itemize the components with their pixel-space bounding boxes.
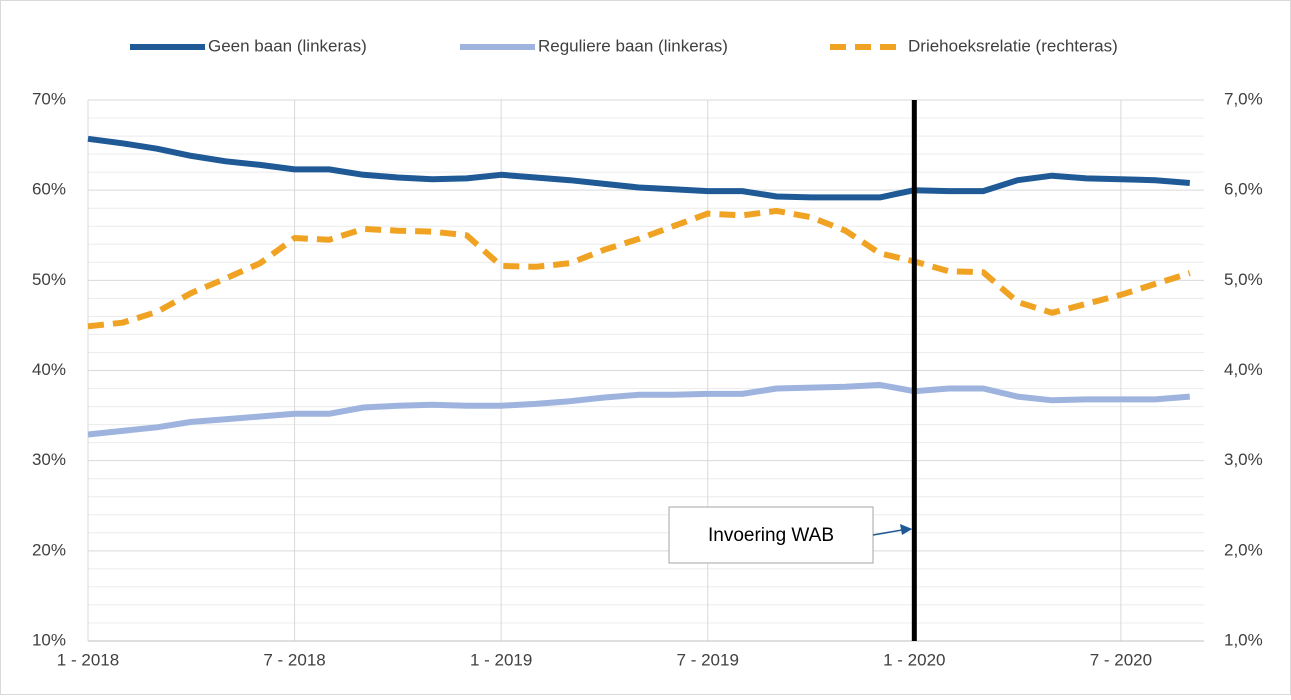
annotation-box (668, 506, 874, 564)
y2-tick-label: 4,0% (1224, 360, 1263, 379)
series-line (87, 381, 1191, 438)
y2-tick-label: 1,0% (1224, 630, 1263, 649)
y-tick-label: 30% (32, 450, 66, 469)
y2-tick-label: 6,0% (1224, 180, 1263, 199)
y2-tick-label: 5,0% (1224, 270, 1263, 289)
legend-label: Geen baan (linkeras) (208, 36, 367, 55)
legend-label: Driehoeksrelatie (rechteras) (908, 36, 1118, 55)
x-tick-label: 7 - 2020 (1090, 650, 1152, 669)
annotation-arrowhead (900, 524, 913, 535)
y-tick-label: 20% (32, 540, 66, 559)
x-tick-label: 1 - 2018 (57, 650, 119, 669)
y-tick-label: 10% (32, 630, 66, 649)
series-line (87, 135, 1191, 201)
series-line (87, 207, 1191, 330)
y2-tick-label: 2,0% (1224, 540, 1263, 559)
x-tick-label: 7 - 2018 (263, 650, 325, 669)
y2-tick-label: 7,0% (1224, 89, 1263, 108)
y-tick-label: 40% (32, 360, 66, 379)
legend-label: Reguliere baan (linkeras) (538, 36, 728, 55)
annotation-arrow (872, 529, 903, 536)
x-tick-label: 7 - 2019 (677, 650, 739, 669)
x-tick-label: 1 - 2019 (470, 650, 532, 669)
annotation-text: Invoering WAB (708, 525, 834, 546)
x-tick-label: 1 - 2020 (883, 650, 945, 669)
y-tick-label: 50% (32, 270, 66, 289)
y2-tick-label: 3,0% (1224, 450, 1263, 469)
y-tick-label: 60% (32, 180, 66, 199)
y-tick-label: 70% (32, 89, 66, 108)
